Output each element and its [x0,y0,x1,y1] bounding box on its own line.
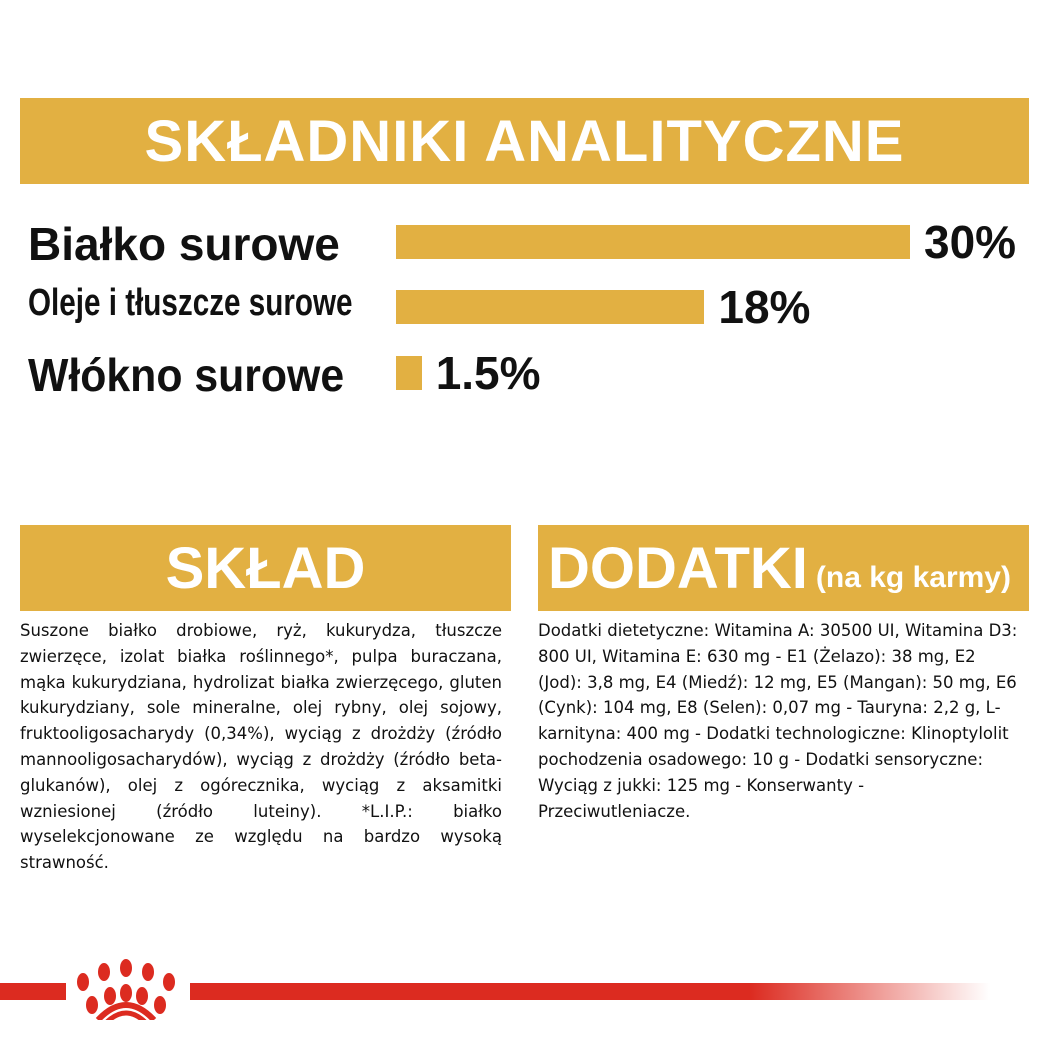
additives-text: Dodatki dietetyczne: Witamina A: 30500 U… [538,621,1018,821]
brand-line-left [0,983,66,1000]
brand-line-right [190,983,990,1000]
composition-title: SKŁAD [165,535,366,601]
data-label: 30% [924,216,1017,268]
bar-2 [396,356,422,390]
analytical-title: SKŁADNIKI ANALITYCZNE [144,108,905,174]
composition-text: Suszone białko drobiowe, ryż, kukurydza,… [20,621,502,873]
category-label: Oleje i tłuszcze surowe [28,282,353,324]
category-label: Białko surowe [28,218,340,270]
additives-header: DODATKI (na kg karmy) [538,525,1029,611]
data-label: 18% [718,281,811,333]
additives-title: DODATKI [548,535,808,601]
bar-0 [396,225,910,259]
additives-subtitle: (na kg karmy) [815,561,1011,594]
royal-canin-crown-paw-icon [77,959,175,1020]
footer-brand-bar [0,983,990,1000]
analytical-header: SKŁADNIKI ANALITYCZNE [20,98,1029,184]
data-label: 1.5% [435,347,541,399]
bar-1 [396,290,705,324]
composition-header: SKŁAD [20,525,511,611]
category-label: Włókno surowe [28,349,345,401]
